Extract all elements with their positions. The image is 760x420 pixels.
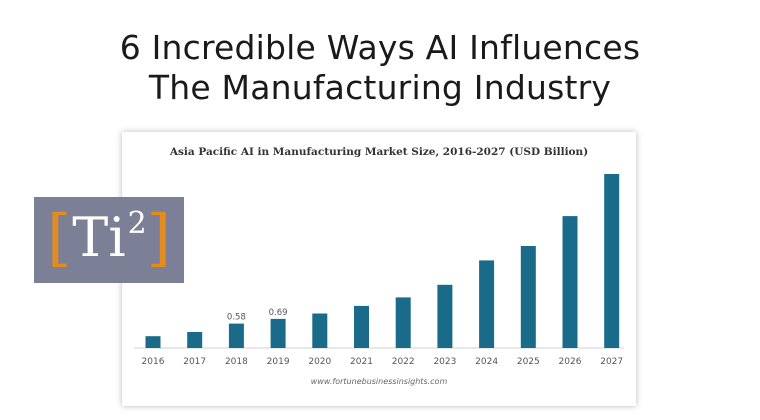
bar-2023 xyxy=(437,284,453,348)
x-tick-label: 2019 xyxy=(267,357,290,367)
data-label-2018: 0.58 xyxy=(227,313,246,323)
headline-line-2: The Manufacturing Industry xyxy=(148,68,612,107)
x-tick-label: 2024 xyxy=(475,357,498,367)
logo-close-bracket: ] xyxy=(146,201,171,274)
headline: 6 Incredible Ways AI Influences The Manu… xyxy=(0,28,760,108)
x-tick-label: 2017 xyxy=(183,357,206,367)
data-label-2019: 0.69 xyxy=(269,308,288,318)
x-tick-label: 2025 xyxy=(517,357,540,367)
x-tick-label: 2027 xyxy=(600,357,623,367)
logo-mark: [ Ti 2 ] xyxy=(47,206,171,269)
bar-chart: Asia Pacific AI in Manufacturing Market … xyxy=(134,146,624,386)
bar-2022 xyxy=(395,297,411,348)
bar-2027 xyxy=(604,174,620,348)
chart-title: Asia Pacific AI in Manufacturing Market … xyxy=(169,146,588,158)
bar-2019 xyxy=(270,318,286,348)
bar-2020 xyxy=(312,313,328,348)
logo-open-bracket: [ xyxy=(47,201,72,274)
bar-2021 xyxy=(354,305,369,348)
x-tick-label: 2023 xyxy=(433,357,456,367)
headline-line-1: 6 Incredible Ways AI Influences xyxy=(119,28,641,67)
x-tick-label: 2026 xyxy=(559,357,582,367)
bar-2018 xyxy=(228,323,244,348)
bar-2017 xyxy=(187,332,203,348)
chart-card: Asia Pacific AI in Manufacturing Market … xyxy=(122,132,636,406)
x-tick-label: 2018 xyxy=(225,357,248,367)
logo-superscript: 2 xyxy=(127,206,147,241)
x-tick-label: 2021 xyxy=(350,357,373,367)
logo-text: Ti xyxy=(72,206,126,269)
x-tick-label: 2020 xyxy=(308,357,331,367)
x-tick-label: 2016 xyxy=(142,357,165,367)
ti2-logo: [ Ti 2 ] xyxy=(34,197,184,283)
bar-2016 xyxy=(145,336,161,348)
bar-2026 xyxy=(562,216,578,348)
bar-2024 xyxy=(479,260,495,348)
chart-source: www.fortunebusinessinsights.com xyxy=(311,377,448,386)
x-tick-label: 2022 xyxy=(392,357,415,367)
bar-2025 xyxy=(520,246,536,348)
